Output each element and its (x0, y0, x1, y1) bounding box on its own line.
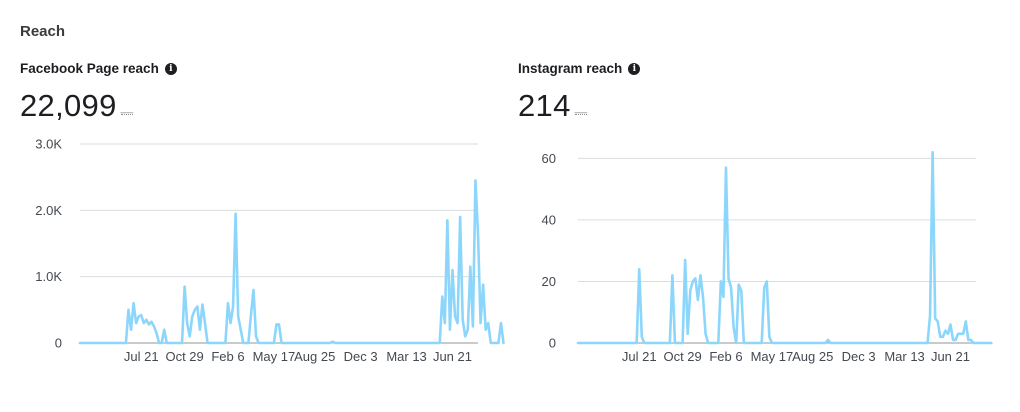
instagram-reach-value: 214 __ (518, 88, 588, 124)
facebook-reach-label-row: Facebook Page reach i (20, 61, 177, 76)
facebook-x-tick-label: Dec 3 (344, 349, 378, 364)
info-icon[interactable]: i (628, 62, 641, 75)
instagram-y-tick-label: 40 (542, 212, 556, 227)
instagram-x-tick-label: Jul 21 (622, 349, 657, 364)
facebook-y-tick-label: 2.0K (35, 203, 62, 218)
instagram-series-line[interactable] (576, 150, 993, 345)
instagram-x-tick-label: Aug 25 (792, 349, 833, 364)
instagram-x-tick-label: May 17 (751, 349, 794, 364)
info-icon[interactable]: i (164, 62, 177, 75)
facebook-x-tick-label: Aug 25 (294, 349, 335, 364)
instagram-x-tick-label: Dec 3 (842, 349, 876, 364)
instagram-x-tick-label: Jun 21 (931, 349, 970, 364)
facebook-x-tick-label: Jun 21 (433, 349, 472, 364)
instagram-x-tick-label: Oct 29 (663, 349, 701, 364)
instagram-y-tick-label: 0 (549, 336, 556, 351)
instagram-reach-number: 214 (518, 88, 571, 123)
facebook-x-tick-label: Feb 6 (211, 349, 244, 364)
instagram-y-tick-label: 20 (542, 274, 556, 289)
instagram-x-tick-label: Feb 6 (709, 349, 742, 364)
facebook-reach-delta[interactable]: __ (120, 101, 134, 115)
facebook-x-tick-label: Mar 13 (386, 349, 426, 364)
facebook-y-tick-label: 3.0K (35, 137, 62, 152)
instagram-reach-label-row: Instagram reach i (518, 61, 641, 76)
facebook-reach-panel: Facebook Page reach i 22,099 __ 0 1.0K 2.0K… (0, 0, 505, 412)
facebook-y-tick-label: 1.0K (35, 269, 62, 284)
facebook-reach-chart: 0 1.0K 2.0K 3.0K Jul 21 Oct 29 Feb 6 May 17Aug … (35, 137, 505, 364)
facebook-series-line[interactable] (78, 179, 505, 345)
instagram-reach-delta[interactable]: __ (574, 101, 588, 115)
facebook-reach-title: Facebook Page reach (20, 61, 159, 76)
facebook-x-tick-label: Oct 29 (165, 349, 203, 364)
facebook-y-tick-label: 0 (55, 336, 62, 351)
instagram-y-tick-label: 60 (542, 151, 556, 166)
facebook-reach-number: 22,099 (20, 88, 117, 123)
facebook-x-tick-label: Jul 21 (124, 349, 159, 364)
facebook-reach-value: 22,099 __ (20, 88, 134, 124)
facebook-x-tick-label: May 17 (253, 349, 296, 364)
instagram-reach-title: Instagram reach (518, 61, 623, 76)
instagram-x-tick-label: Mar 13 (884, 349, 924, 364)
instagram-reach-panel: Instagram reach i 214 __ 0 20 40 60 Jul 21 Oct… (500, 0, 1000, 412)
section-title: Reach (20, 23, 66, 40)
